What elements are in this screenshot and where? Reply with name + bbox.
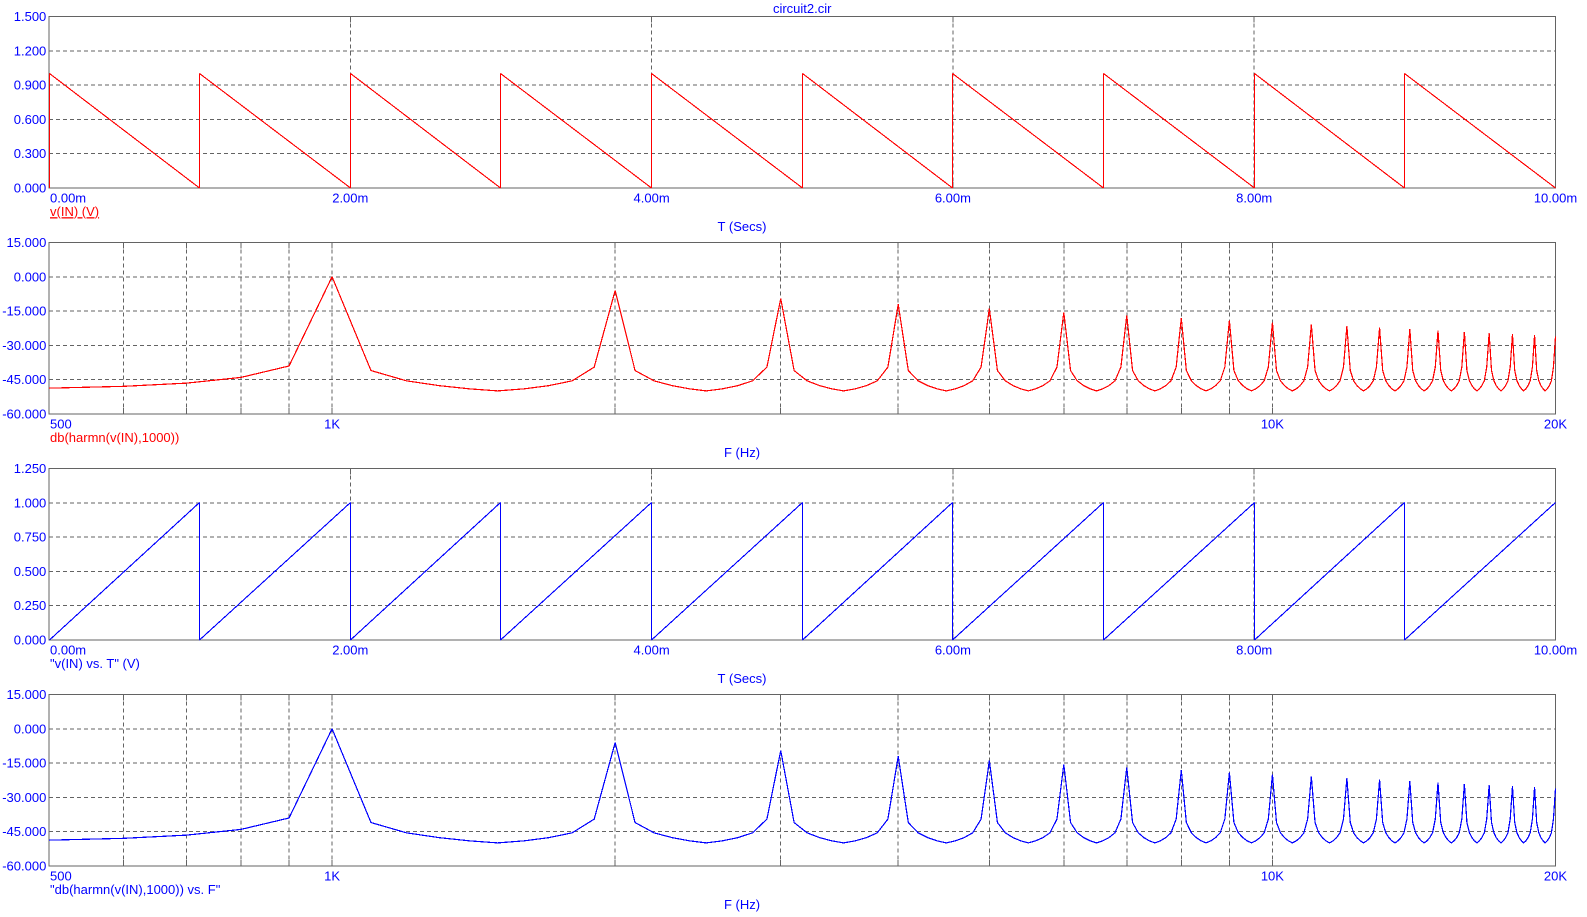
svg-text:15.000: 15.000 xyxy=(7,687,47,702)
svg-text:0.000: 0.000 xyxy=(14,721,47,736)
svg-text:0.250: 0.250 xyxy=(14,598,47,613)
svg-text:8.00m: 8.00m xyxy=(1236,642,1272,657)
svg-text:6.00m: 6.00m xyxy=(935,190,971,205)
svg-text:1K: 1K xyxy=(324,416,340,431)
svg-text:1.200: 1.200 xyxy=(14,43,47,58)
svg-text:-45.000: -45.000 xyxy=(2,824,46,839)
svg-text:10.00m: 10.00m xyxy=(1534,642,1577,657)
svg-text:500: 500 xyxy=(50,868,72,883)
svg-text:10.00m: 10.00m xyxy=(1534,190,1577,205)
svg-text:1.250: 1.250 xyxy=(14,461,47,476)
svg-text:0.00m: 0.00m xyxy=(50,190,86,205)
svg-text:15.000: 15.000 xyxy=(7,235,47,250)
svg-text:20K: 20K xyxy=(1544,868,1567,883)
svg-text:0.000: 0.000 xyxy=(14,269,47,284)
svg-text:2.00m: 2.00m xyxy=(332,190,368,205)
svg-text:0.000: 0.000 xyxy=(14,633,47,648)
svg-text:0.600: 0.600 xyxy=(14,112,47,127)
svg-text:-45.000: -45.000 xyxy=(2,372,46,387)
svg-text:T (Secs): T (Secs) xyxy=(718,671,767,686)
svg-text:0.300: 0.300 xyxy=(14,146,47,161)
svg-text:2.00m: 2.00m xyxy=(332,642,368,657)
svg-text:"db(harmn(v(IN),1000)) vs. F": "db(harmn(v(IN),1000)) vs. F" xyxy=(50,882,221,897)
svg-text:10K: 10K xyxy=(1261,416,1284,431)
svg-text:4.00m: 4.00m xyxy=(634,190,670,205)
svg-text:circuit2.cir: circuit2.cir xyxy=(773,1,832,16)
svg-text:db(harmn(v(IN),1000)): db(harmn(v(IN),1000)) xyxy=(50,430,179,445)
svg-text:-30.000: -30.000 xyxy=(2,790,46,805)
svg-text:F (Hz): F (Hz) xyxy=(724,445,760,460)
svg-text:-15.000: -15.000 xyxy=(2,756,46,771)
svg-text:T (Secs): T (Secs) xyxy=(718,219,767,234)
svg-text:0.750: 0.750 xyxy=(14,530,47,545)
svg-text:v(IN) (V): v(IN) (V) xyxy=(50,204,99,219)
svg-text:20K: 20K xyxy=(1544,416,1567,431)
svg-text:10K: 10K xyxy=(1261,868,1284,883)
svg-text:-60.000: -60.000 xyxy=(2,859,46,874)
svg-text:1K: 1K xyxy=(324,868,340,883)
svg-text:-15.000: -15.000 xyxy=(2,304,46,319)
svg-text:"v(IN) vs. T" (V): "v(IN) vs. T" (V) xyxy=(50,656,140,671)
svg-text:6.00m: 6.00m xyxy=(935,642,971,657)
svg-text:-60.000: -60.000 xyxy=(2,407,46,422)
svg-text:-30.000: -30.000 xyxy=(2,338,46,353)
svg-text:0.900: 0.900 xyxy=(14,78,47,93)
svg-text:F (Hz): F (Hz) xyxy=(724,897,760,912)
svg-text:8.00m: 8.00m xyxy=(1236,190,1272,205)
svg-text:4.00m: 4.00m xyxy=(634,642,670,657)
svg-text:0.500: 0.500 xyxy=(14,564,47,579)
svg-text:1.500: 1.500 xyxy=(14,9,47,24)
svg-text:1.000: 1.000 xyxy=(14,495,47,510)
svg-text:500: 500 xyxy=(50,416,72,431)
svg-text:0.00m: 0.00m xyxy=(50,642,86,657)
svg-text:0.000: 0.000 xyxy=(14,181,47,196)
